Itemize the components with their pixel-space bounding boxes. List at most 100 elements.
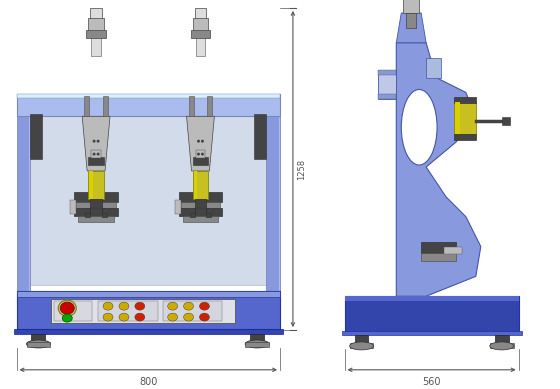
Ellipse shape — [96, 152, 100, 156]
Bar — [193, 171, 208, 199]
Bar — [30, 114, 43, 159]
Bar — [86, 30, 106, 38]
Bar — [406, 13, 416, 28]
Ellipse shape — [26, 340, 50, 348]
Ellipse shape — [490, 342, 514, 350]
Ellipse shape — [92, 152, 96, 156]
Polygon shape — [189, 207, 194, 217]
Bar — [103, 96, 108, 116]
Ellipse shape — [349, 342, 374, 350]
Bar — [17, 95, 30, 303]
Bar — [74, 192, 118, 202]
Bar — [195, 36, 206, 56]
Bar — [421, 242, 456, 254]
Ellipse shape — [60, 302, 74, 314]
Polygon shape — [426, 58, 441, 77]
Bar — [94, 162, 98, 192]
Ellipse shape — [119, 302, 129, 310]
Bar — [26, 342, 50, 347]
Bar — [254, 114, 266, 159]
Bar — [17, 291, 280, 329]
Ellipse shape — [245, 340, 269, 348]
Bar — [354, 335, 368, 343]
Bar — [175, 200, 180, 214]
Bar — [198, 162, 203, 192]
Bar — [194, 171, 198, 199]
Bar — [183, 216, 218, 222]
Bar — [444, 247, 462, 254]
Polygon shape — [207, 207, 212, 217]
Polygon shape — [186, 116, 214, 171]
Bar — [76, 202, 116, 208]
Bar — [454, 134, 476, 140]
Ellipse shape — [96, 140, 100, 143]
Bar — [194, 8, 207, 28]
Bar — [344, 296, 519, 301]
Bar — [98, 301, 158, 321]
Ellipse shape — [92, 140, 96, 143]
Bar — [494, 335, 508, 343]
Bar — [163, 301, 222, 321]
Bar — [179, 208, 222, 216]
Bar — [403, 0, 419, 13]
Bar — [502, 117, 510, 125]
Bar — [13, 329, 283, 334]
Polygon shape — [102, 207, 107, 217]
Text: 1258: 1258 — [297, 158, 306, 180]
Bar — [88, 157, 104, 165]
Ellipse shape — [103, 313, 113, 321]
Bar — [245, 342, 269, 347]
Bar — [84, 96, 89, 116]
Ellipse shape — [197, 152, 200, 156]
Ellipse shape — [135, 313, 145, 321]
Bar — [379, 95, 396, 100]
Bar — [266, 95, 280, 303]
Bar — [17, 95, 280, 116]
Polygon shape — [82, 116, 110, 171]
Ellipse shape — [201, 140, 204, 143]
Bar — [379, 70, 396, 75]
Ellipse shape — [167, 313, 178, 321]
Polygon shape — [17, 95, 280, 98]
Bar — [88, 171, 104, 199]
Polygon shape — [396, 13, 426, 43]
Bar — [195, 150, 206, 158]
Bar — [194, 199, 207, 207]
Bar — [88, 18, 104, 36]
Ellipse shape — [184, 313, 194, 321]
Bar — [349, 343, 374, 348]
Ellipse shape — [402, 89, 437, 165]
Bar — [180, 202, 220, 208]
Bar — [70, 200, 76, 214]
Bar — [91, 36, 101, 56]
Ellipse shape — [103, 302, 113, 310]
Bar — [454, 97, 476, 103]
Ellipse shape — [197, 140, 200, 143]
Bar — [89, 171, 93, 199]
Ellipse shape — [201, 152, 204, 156]
Bar — [190, 30, 211, 38]
Bar — [90, 8, 102, 28]
Bar — [342, 331, 521, 335]
Bar — [91, 150, 101, 158]
Bar — [17, 291, 280, 297]
Bar — [54, 301, 92, 321]
Bar — [193, 18, 208, 36]
Bar — [421, 254, 456, 261]
Bar — [31, 334, 45, 342]
Ellipse shape — [135, 302, 145, 310]
Bar — [454, 102, 476, 134]
Bar — [344, 296, 519, 331]
Bar — [90, 199, 102, 207]
Polygon shape — [85, 207, 90, 217]
Bar — [78, 216, 114, 222]
Ellipse shape — [199, 313, 209, 321]
Ellipse shape — [199, 302, 209, 310]
Bar — [17, 95, 30, 303]
Bar — [250, 334, 264, 342]
Ellipse shape — [184, 302, 194, 310]
Bar — [189, 96, 194, 116]
Polygon shape — [396, 43, 481, 296]
Ellipse shape — [119, 313, 129, 321]
Bar — [74, 208, 118, 216]
